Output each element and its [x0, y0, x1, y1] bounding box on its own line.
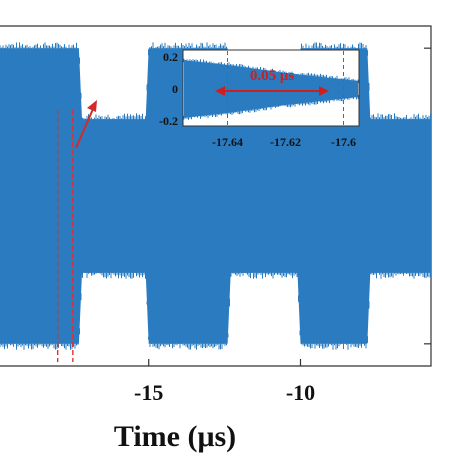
inset-y-tick-label-0: 0.2 — [163, 50, 178, 64]
x-tick-label-1: -10 — [286, 380, 315, 405]
inset-x-tick-label-2: -17.6 — [331, 135, 356, 149]
x-tick-label-0: -15 — [134, 380, 163, 405]
inset-ticks: 0.2 0 -0.2 -17.64 -17.62 -17.6 — [159, 50, 356, 149]
inset-x-tick-label-0: -17.64 — [212, 135, 243, 149]
main-ticks: -15 -10 — [134, 47, 431, 405]
inset-annotation-label: 0.05 μs — [250, 68, 295, 84]
inset-signal — [183, 51, 359, 125]
inset-interval-annotation: 0.05 μs — [215, 68, 329, 96]
x-axis-label: Time (μs) — [114, 420, 236, 453]
inset-y-tick-label-1: 0 — [172, 82, 178, 96]
signal-noise — [183, 58, 359, 120]
inset-x-tick-label-1: -17.62 — [270, 135, 301, 149]
inset-plot: 0.2 0 -0.2 -17.64 -17.62 -17.6 0.05 μs — [159, 49, 360, 149]
inset-y-tick-label-2: -0.2 — [159, 114, 178, 128]
zoom-arrow — [75, 100, 97, 149]
